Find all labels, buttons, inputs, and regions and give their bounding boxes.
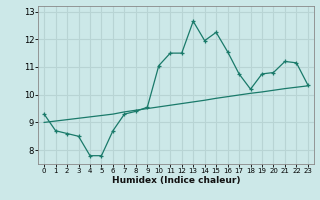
X-axis label: Humidex (Indice chaleur): Humidex (Indice chaleur) <box>112 176 240 185</box>
